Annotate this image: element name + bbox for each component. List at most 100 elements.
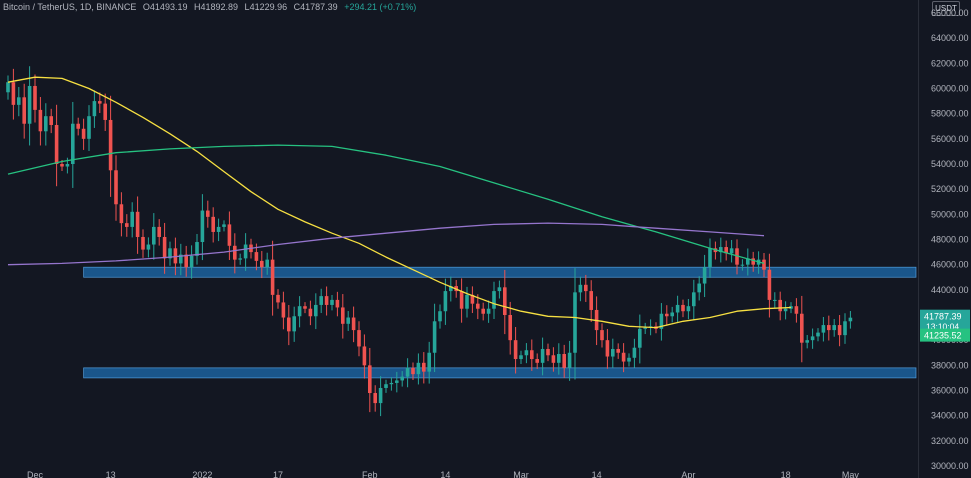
candle[interactable] (443, 291, 448, 312)
candle[interactable] (260, 260, 264, 268)
candle[interactable] (135, 211, 140, 237)
candle[interactable] (551, 355, 556, 363)
candle[interactable] (71, 123, 75, 164)
candle[interactable] (330, 299, 334, 305)
candle[interactable] (87, 116, 91, 139)
candle[interactable] (432, 321, 437, 353)
candle[interactable] (416, 362, 421, 375)
candle[interactable] (297, 306, 302, 317)
candle[interactable] (168, 248, 172, 259)
candle[interactable] (702, 267, 707, 284)
candle[interactable] (125, 223, 129, 227)
candle[interactable] (303, 306, 307, 309)
candle[interactable] (837, 325, 842, 336)
candle[interactable] (767, 269, 772, 300)
candle[interactable] (492, 291, 496, 309)
candle[interactable] (486, 308, 491, 314)
candle[interactable] (481, 308, 485, 314)
candle[interactable] (17, 97, 21, 105)
candle[interactable] (562, 354, 566, 368)
candle[interactable] (368, 365, 372, 394)
candle[interactable] (643, 327, 647, 329)
candle[interactable] (254, 252, 259, 261)
candle[interactable] (686, 306, 691, 312)
candle[interactable] (578, 284, 583, 293)
candle[interactable] (265, 259, 269, 268)
candle[interactable] (697, 283, 701, 293)
currency-badge[interactable]: USDT (932, 1, 960, 16)
candle[interactable] (611, 348, 615, 357)
candle[interactable] (195, 242, 199, 256)
candle[interactable] (103, 103, 107, 120)
candle[interactable] (314, 304, 318, 317)
candle[interactable] (530, 350, 534, 360)
candle[interactable] (508, 315, 512, 341)
candle[interactable] (681, 304, 685, 312)
candle[interactable] (675, 304, 680, 313)
candle[interactable] (605, 340, 610, 357)
candle[interactable] (659, 313, 664, 329)
candle[interactable] (719, 247, 723, 253)
candle[interactable] (243, 244, 248, 259)
candle[interactable] (476, 303, 480, 309)
candle[interactable] (724, 247, 728, 254)
candle[interactable] (238, 258, 242, 260)
candle[interactable] (810, 336, 815, 341)
candle[interactable] (114, 170, 118, 205)
candle[interactable] (411, 367, 415, 375)
candle[interactable] (308, 308, 313, 317)
candle[interactable] (98, 101, 102, 104)
candle[interactable] (179, 254, 183, 264)
candle[interactable] (216, 226, 221, 232)
candle[interactable] (427, 352, 431, 372)
candle[interactable] (535, 359, 539, 363)
candle[interactable] (60, 164, 64, 167)
candle[interactable] (184, 254, 188, 268)
candle[interactable] (546, 348, 550, 356)
candle[interactable] (567, 352, 572, 368)
candle[interactable] (206, 210, 210, 217)
candle[interactable] (638, 328, 642, 348)
candle[interactable] (233, 245, 237, 260)
candle[interactable] (470, 294, 475, 304)
candle[interactable] (222, 224, 226, 227)
candle[interactable] (584, 284, 588, 292)
candle[interactable] (665, 313, 669, 317)
candle[interactable] (319, 296, 323, 305)
candle[interactable] (141, 236, 145, 250)
candle[interactable] (341, 307, 345, 324)
candle[interactable] (22, 97, 26, 124)
candle[interactable] (459, 291, 464, 309)
candle[interactable] (557, 354, 561, 363)
candle[interactable] (789, 306, 793, 309)
candle[interactable] (76, 123, 80, 129)
candle[interactable] (200, 210, 205, 243)
candle[interactable] (762, 259, 766, 270)
candle[interactable] (49, 116, 53, 125)
candle[interactable] (287, 317, 291, 332)
candle[interactable] (632, 347, 637, 358)
candle[interactable] (449, 286, 453, 292)
candle[interactable] (227, 224, 232, 246)
candle[interactable] (832, 325, 836, 331)
candle[interactable] (335, 299, 340, 308)
candle[interactable] (438, 311, 442, 322)
candle[interactable] (740, 264, 745, 266)
candle[interactable] (621, 352, 626, 362)
candle[interactable] (384, 384, 388, 388)
candle[interactable] (773, 299, 777, 301)
candle[interactable] (405, 367, 410, 377)
candle[interactable] (292, 316, 296, 332)
candle[interactable] (827, 325, 831, 331)
candle[interactable] (162, 236, 167, 259)
candle[interactable] (843, 321, 847, 336)
candle[interactable] (821, 325, 826, 333)
candle[interactable] (351, 317, 356, 331)
candle[interactable] (119, 204, 124, 224)
candle[interactable] (465, 294, 469, 309)
candle[interactable] (395, 380, 399, 383)
candle[interactable] (130, 211, 134, 227)
candle[interactable] (800, 313, 804, 343)
candle[interactable] (524, 350, 529, 356)
